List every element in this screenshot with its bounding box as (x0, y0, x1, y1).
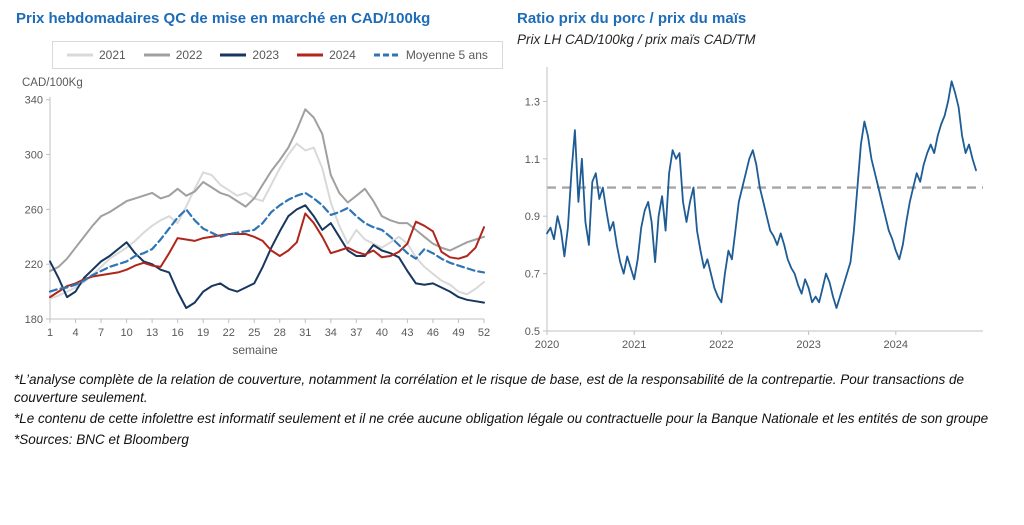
legend-item-2021: 2021 (67, 48, 126, 62)
legend-label: 2023 (252, 47, 280, 62)
x-tick-label: 2024 (884, 339, 908, 351)
x-tick-label: 31 (299, 327, 311, 339)
series-line-2024 (49, 212, 485, 298)
legend-label: Moyenne 5 ans (405, 47, 488, 62)
legend-swatch-moyenne-5-ans (373, 53, 400, 57)
legend-item-2022: 2022 (143, 47, 203, 62)
footnote-disclaimer-legal: *Le contenu de cette infolettre est info… (14, 411, 989, 427)
y-tick-label: 0.7 (525, 268, 540, 280)
x-tick-label: 37 (350, 327, 362, 339)
left-chart-y-axis-label: CAD/100Kg (22, 76, 83, 89)
x-tick-label: 2020 (535, 339, 559, 351)
series-line-ratio-porc-ma-s (546, 80, 977, 309)
y-tick-label: 340 (25, 94, 43, 106)
x-tick-label: 22 (223, 327, 235, 339)
y-tick-label: 1.3 (525, 96, 540, 108)
right-chart-subtitle: Prix LH CAD/100kg / prix maïs CAD/TM (517, 31, 756, 47)
x-tick-label: 43 (401, 327, 413, 339)
x-tick-label: 7 (98, 327, 104, 339)
x-tick-label: 46 (427, 327, 439, 339)
left-chart-x-axis-label: semaine (232, 342, 278, 357)
x-tick-label: 1 (47, 327, 53, 339)
left-chart-title: Prix hebdomadaires QC de mise en marché … (16, 10, 431, 27)
ratio-chart-section: Ratio prix du porc / prix du maïs Prix L… (505, 0, 1024, 357)
series-line-moyenne-5-ans (48, 191, 486, 293)
x-tick-label: 10 (120, 327, 132, 339)
footnote-disclaimer-hedging: *L’analyse complète de la relation de co… (14, 371, 965, 405)
legend-swatch-2023 (220, 53, 247, 57)
weekly-price-chart-section: Prix hebdomadaires QC de mise en marché … (0, 0, 505, 357)
left-chart-legend: 2021 2022 2023 2024 Moyenne 5 ans (52, 40, 503, 69)
weekly-price-line-chart: 180 220 260 300 340 1 4 7 10 13 16 19 22 25 28 31 34 37 40… (25, 94, 490, 339)
legend-label: 2021 (99, 47, 126, 62)
right-chart-title: Ratio prix du porc / prix du maïs (517, 10, 747, 27)
x-tick-label: 2023 (796, 339, 820, 351)
legend-item-2024: 2024 (297, 48, 356, 62)
y-tick-label: 180 (25, 314, 43, 326)
x-tick-label: 2021 (622, 339, 646, 351)
legend-label: 2022 (175, 47, 203, 62)
x-tick-label: 49 (452, 327, 464, 339)
charts-row: Prix hebdomadaires QC de mise en marché … (0, 0, 1024, 357)
series-line-2023 (49, 204, 485, 309)
x-tick-label: 34 (325, 327, 337, 339)
y-tick-label: 1.1 (525, 154, 540, 166)
legend-swatch-2022 (143, 53, 170, 57)
legend-swatch-2024 (297, 53, 324, 57)
x-tick-label: 25 (248, 327, 260, 339)
y-tick-label: 0.5 (525, 326, 540, 338)
x-tick-label: 40 (376, 327, 388, 339)
legend-swatch-2021 (67, 53, 93, 57)
x-tick-label: 4 (72, 327, 78, 339)
legend-label: 2024 (329, 47, 356, 62)
y-tick-label: 0.9 (525, 211, 540, 223)
footnote-sources: *Sources: BNC et Bloomberg (14, 432, 189, 448)
series-line-2022 (49, 108, 485, 272)
y-tick-label: 260 (25, 204, 43, 216)
x-tick-label: 2022 (709, 339, 733, 351)
y-tick-label: 220 (25, 259, 43, 271)
series-line-2021 (49, 142, 485, 300)
footnotes: *L’analyse complète de la relation de co… (0, 357, 1024, 450)
y-tick-label: 300 (25, 149, 43, 161)
x-tick-label: 28 (274, 327, 286, 339)
x-tick-label: 19 (197, 327, 209, 339)
legend-item-moyenne-5-ans: Moyenne 5 ans (373, 47, 488, 62)
x-tick-label: 52 (478, 327, 490, 339)
legend-item-2023: 2023 (220, 48, 279, 62)
ratio-line-chart: 0.5 0.7 0.9 1.1 1.3 2020 2021 2022 2023 2024 (525, 66, 983, 351)
x-tick-label: 13 (146, 327, 158, 339)
x-tick-label: 16 (172, 327, 184, 339)
